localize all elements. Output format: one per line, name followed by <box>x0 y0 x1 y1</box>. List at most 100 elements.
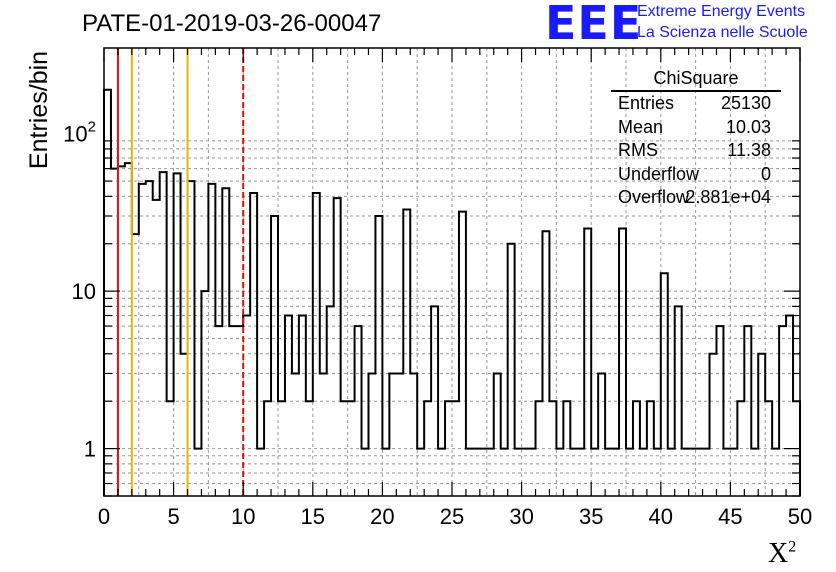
histogram-bin <box>368 373 375 496</box>
histogram-bin <box>737 401 744 496</box>
histogram-bin <box>556 449 563 496</box>
histogram-bin <box>222 188 229 496</box>
histogram-bin <box>111 169 118 496</box>
histogram-bin <box>139 184 146 496</box>
histogram-bin <box>744 326 751 496</box>
histogram-bin <box>243 316 250 496</box>
histogram-bin <box>257 449 264 496</box>
histogram-bin <box>215 326 222 496</box>
histogram-bin <box>299 316 306 496</box>
histogram-bin <box>515 449 522 496</box>
x-axis-label: X2 <box>768 538 796 570</box>
histogram-bin <box>445 401 452 496</box>
histogram-bin <box>306 401 313 496</box>
histogram-bin <box>146 181 153 496</box>
histogram-bin <box>334 198 341 496</box>
x-tick-label: 15 <box>301 504 325 529</box>
histogram-bin <box>786 316 793 496</box>
histogram-bin <box>716 326 723 496</box>
histogram-bin <box>703 449 710 496</box>
stats-row: RMS 11.38 <box>611 139 781 163</box>
histogram-bin <box>438 449 445 496</box>
histogram-bin <box>348 401 355 496</box>
histogram-bin <box>104 90 111 496</box>
histogram-bin <box>194 449 201 496</box>
histogram-bin <box>654 449 661 496</box>
histogram-bin <box>459 212 466 496</box>
histogram-bin <box>292 373 299 496</box>
histogram-bin <box>417 449 424 496</box>
x-tick-label: 45 <box>718 504 742 529</box>
histogram-bin <box>174 173 181 496</box>
chart-title: PATE-01-2019-03-26-00047 <box>82 10 382 37</box>
histogram-bin <box>696 449 703 496</box>
histogram-bin <box>355 326 362 496</box>
histogram-bin <box>431 306 438 496</box>
x-tick-label: 40 <box>649 504 673 529</box>
stats-value: 2.881e+04 <box>685 187 771 207</box>
histogram-bin <box>682 449 689 496</box>
histogram-bin <box>508 244 515 496</box>
histogram-bin <box>536 401 543 496</box>
logo-tagline-1: Extreme Energy Events <box>637 3 806 20</box>
histogram-bin <box>188 181 195 496</box>
stats-key: Mean <box>618 116 664 137</box>
histogram-bin <box>389 373 396 496</box>
histogram-bin <box>779 326 786 496</box>
stats-row: Entries 25130 <box>611 92 781 116</box>
stats-value: 25130 <box>720 93 771 113</box>
histogram-bin <box>382 449 389 496</box>
histogram-bin <box>647 401 654 496</box>
histogram-bin <box>424 401 431 496</box>
stats-value: 0 <box>760 163 771 184</box>
histogram-bin <box>765 401 772 496</box>
stats-row: Overflow 2.881e+04 <box>611 186 781 210</box>
y-tick-label: 102 <box>63 119 96 147</box>
histogram-bin <box>327 306 334 496</box>
stats-row: Mean 10.03 <box>611 116 781 140</box>
x-axis-label-superscript: 2 <box>788 538 797 556</box>
histogram-bin <box>723 449 730 496</box>
stats-key: Entries <box>618 93 675 113</box>
stats-title: ChiSquare <box>611 66 781 92</box>
histogram-bin <box>605 449 612 496</box>
x-tick-label: 50 <box>788 504 812 529</box>
histogram-bin <box>236 326 243 496</box>
x-tick-label: 0 <box>98 504 110 529</box>
x-tick-label: 25 <box>440 504 464 529</box>
histogram-bin <box>480 449 487 496</box>
logo-tagline-2: La Scienza nelle Scuole <box>637 24 808 41</box>
x-tick-label: 30 <box>509 504 533 529</box>
histogram-bin <box>201 291 208 496</box>
histogram-bin <box>501 449 508 496</box>
histogram-bin <box>396 373 403 496</box>
x-tick-label: 10 <box>231 504 255 529</box>
y-tick-label: 10 <box>72 279 96 304</box>
histogram-bin <box>473 449 480 496</box>
stats-row: Underflow 0 <box>611 163 781 187</box>
histogram-bin <box>612 449 619 496</box>
histogram-bin <box>529 449 536 496</box>
histogram-bin <box>563 401 570 496</box>
histogram-bin <box>619 228 626 496</box>
histogram-bin <box>285 316 292 496</box>
stats-key: Underflow <box>618 163 700 184</box>
histogram-bin <box>730 449 737 496</box>
histogram-bin <box>341 401 348 496</box>
histogram-bin <box>264 401 271 496</box>
stats-key: Overflow <box>618 187 690 207</box>
histogram-bin <box>452 401 459 496</box>
stats-key: RMS <box>618 140 658 160</box>
eee-logo: EEE <box>545 0 643 50</box>
histogram-bin <box>466 449 473 496</box>
histogram-bin <box>549 401 556 496</box>
histogram-bin <box>626 449 633 496</box>
histogram-bin <box>661 273 668 496</box>
histogram-bin <box>153 200 160 496</box>
histogram-bin <box>710 354 717 496</box>
histogram-bin <box>487 449 494 496</box>
histogram-bin <box>229 326 236 496</box>
histogram-bin <box>542 231 549 496</box>
histogram-bin <box>250 193 257 496</box>
